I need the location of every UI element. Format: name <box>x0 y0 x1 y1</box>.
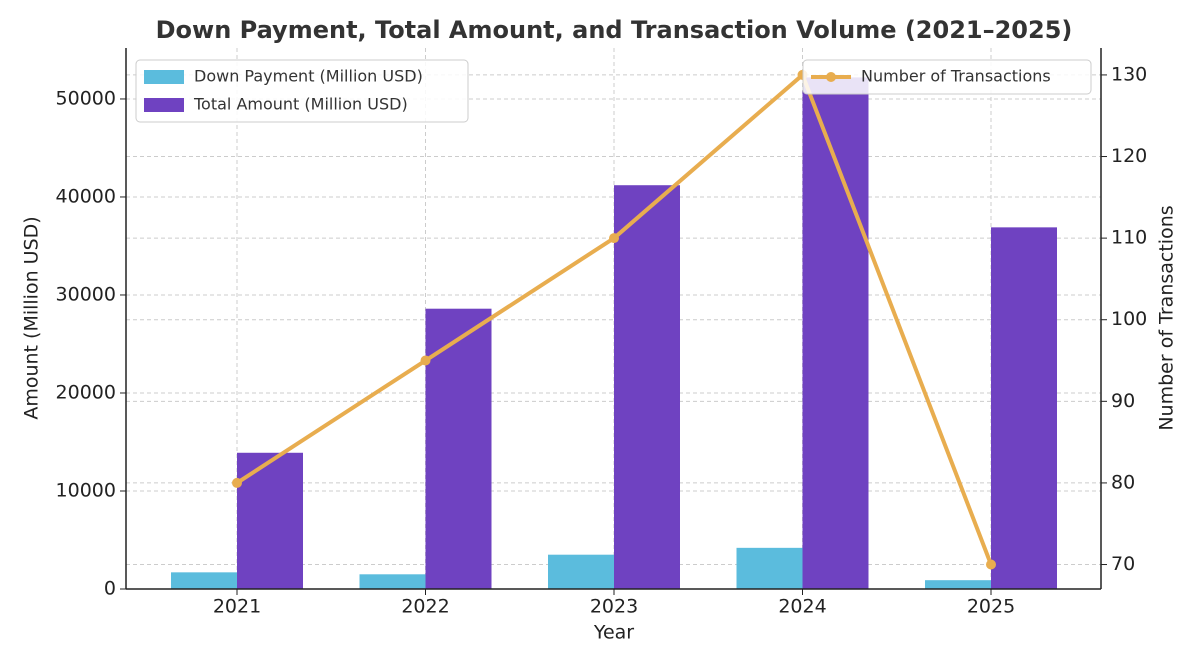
y-tick-label: 50000 <box>56 87 116 109</box>
x-axis-label: Year <box>593 622 634 644</box>
line-point <box>986 559 996 570</box>
legend-swatch <box>144 98 184 112</box>
y2-tick-label: 120 <box>1111 145 1147 167</box>
legend-label: Total Amount (Million USD) <box>193 95 408 114</box>
y2-tick-label: 90 <box>1111 390 1135 412</box>
legend-marker <box>826 72 836 82</box>
line-point <box>232 477 242 488</box>
y2-tick-label: 80 <box>1111 471 1135 493</box>
x-tick-label: 2023 <box>590 596 638 618</box>
y2-axis-label: Number of Transactions <box>1156 205 1178 430</box>
legend-box <box>135 59 469 123</box>
legend-label: Down Payment (Million USD) <box>194 67 423 86</box>
legend-box <box>802 59 1092 95</box>
y-tick-label: 20000 <box>56 381 116 403</box>
y-tick-label: 0 <box>104 578 116 600</box>
bar <box>736 547 803 589</box>
y2-tick-label: 70 <box>1111 553 1135 575</box>
bar <box>425 308 492 589</box>
y-tick-label: 30000 <box>56 283 116 305</box>
x-tick-label: 2021 <box>213 596 261 618</box>
y-tick-label: 40000 <box>56 185 116 207</box>
y2-tick-label: 100 <box>1111 308 1147 330</box>
bar <box>237 452 303 589</box>
x-tick-label: 2022 <box>401 596 449 618</box>
bar <box>171 572 237 589</box>
x-tick-label: 2024 <box>778 596 826 618</box>
legend-swatch <box>144 70 184 84</box>
line-point <box>609 233 619 244</box>
bar <box>802 77 869 590</box>
y-tick-label: 10000 <box>56 479 116 501</box>
chart-title: Down Payment, Total Amount, and Transact… <box>156 16 1073 44</box>
bar <box>359 574 426 589</box>
bar <box>614 185 680 589</box>
bar <box>925 580 991 589</box>
line-point <box>420 355 431 366</box>
bar <box>548 554 614 589</box>
legend-label: Number of Transactions <box>861 67 1051 86</box>
y2-tick-label: 130 <box>1111 63 1147 85</box>
y2-tick-label: 110 <box>1111 227 1147 249</box>
legend: Number of Transactions <box>802 59 1092 95</box>
x-tick-label: 2025 <box>967 596 1015 618</box>
y-axis-label: Amount (Million USD) <box>21 216 43 419</box>
bar <box>991 227 1057 589</box>
legend: Down Payment (Million USD) Total Amount (… <box>135 59 469 123</box>
